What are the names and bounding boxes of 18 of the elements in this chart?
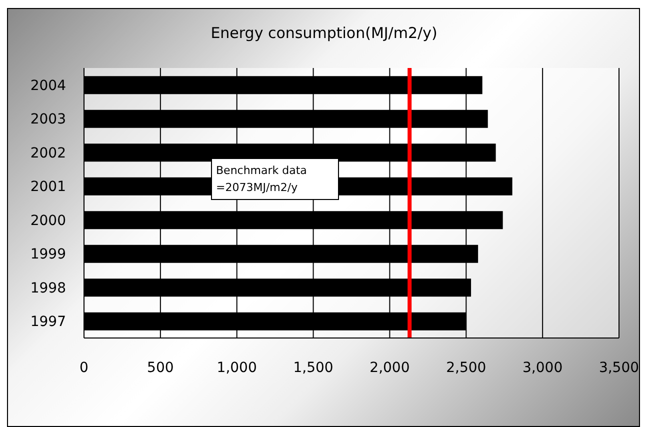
y-tick-label: 1999 — [30, 246, 66, 263]
x-tick-label: 3,000 — [522, 360, 563, 376]
y-tick-label: 1998 — [30, 280, 66, 296]
x-tick-label: 2,500 — [446, 360, 486, 376]
x-tick-label: 500 — [147, 360, 174, 376]
y-tick-label: 1997 — [30, 314, 66, 330]
note-box: Benchmark data =2073MJ/m2/y — [211, 158, 339, 200]
x-tick-label: 1,500 — [293, 360, 334, 376]
x-tick-label: 0 — [80, 360, 88, 376]
y-tick-label: 2001 — [30, 179, 66, 196]
y-tick-label: 2004 — [30, 78, 66, 94]
chart-title: Energy consumption(MJ/m2/y) — [210, 24, 438, 42]
x-tick-label: 1,000 — [216, 360, 257, 376]
x-tick-label: 3,500 — [598, 360, 640, 376]
y-tick-label: 2002 — [30, 145, 66, 162]
y-tick-label: 2000 — [30, 212, 66, 229]
x-tick-label: 2,000 — [370, 360, 410, 376]
y-tick-label: 2003 — [30, 112, 66, 128]
